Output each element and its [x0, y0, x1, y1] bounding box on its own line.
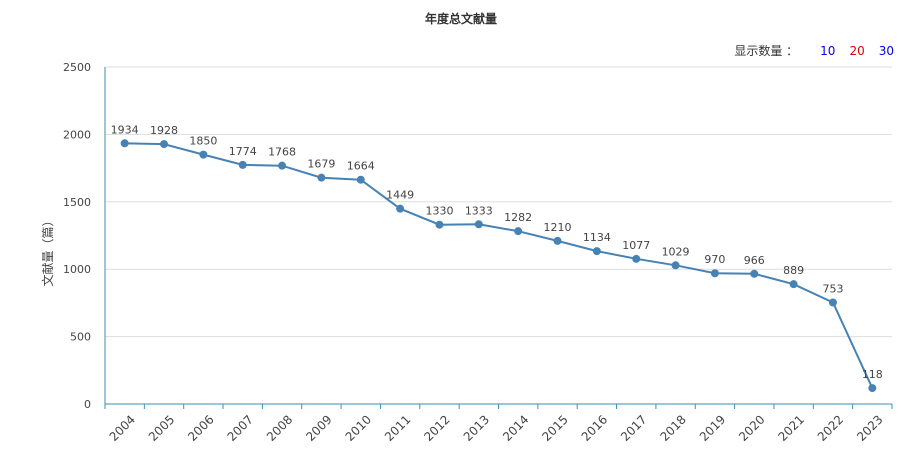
data-labels: 1934 1928 1850 1774 1768 1679 1664 1449 1330 1333…: [111, 123, 883, 381]
x-axis-ticks: 2004 2005 2006 2007 2008 2009 2010 2011 2012 2013…: [107, 412, 886, 443]
data-label: 970: [704, 253, 725, 266]
y-tick-label: 1000: [63, 263, 91, 276]
data-point[interactable]: [160, 140, 169, 149]
data-label: 1029: [662, 245, 690, 258]
data-point[interactable]: [199, 150, 208, 159]
data-points: [120, 139, 877, 393]
data-label: 1774: [229, 145, 257, 158]
data-point[interactable]: [120, 139, 129, 148]
data-label: 1928: [150, 124, 178, 137]
data-point[interactable]: [356, 175, 365, 184]
data-point[interactable]: [868, 384, 877, 393]
y-tick-label: 500: [70, 331, 91, 344]
data-point[interactable]: [514, 227, 523, 236]
x-tick-label: 2022: [815, 412, 846, 443]
x-tick-label: 2018: [657, 412, 688, 443]
data-label: 1330: [425, 205, 453, 218]
x-tick-label: 2019: [697, 412, 728, 443]
axes: [104, 67, 893, 409]
data-label: 1850: [189, 135, 217, 148]
display-option-10[interactable]: 10: [820, 43, 836, 58]
data-point[interactable]: [828, 298, 837, 307]
x-tick-label: 2005: [146, 412, 177, 443]
data-point[interactable]: [278, 161, 287, 170]
y-tick-label: 1500: [63, 196, 91, 209]
display-count-control: 显示数量 ： 10 20 30: [734, 42, 894, 59]
data-label: 966: [744, 254, 765, 267]
data-point[interactable]: [435, 220, 444, 229]
data-point[interactable]: [317, 173, 326, 182]
series-line: [124, 142, 874, 389]
x-tick-label: 2021: [775, 412, 806, 443]
y-axis-title: 文献量（篇）: [40, 214, 55, 286]
x-tick-label: 2012: [421, 412, 452, 443]
data-label: 1282: [504, 211, 532, 224]
x-tick-label: 2017: [618, 412, 649, 443]
data-label: 753: [822, 282, 843, 295]
data-label: 889: [783, 264, 804, 277]
x-tick-label: 2008: [264, 412, 295, 443]
data-label: 1134: [583, 231, 611, 244]
x-tick-label: 2023: [854, 412, 885, 443]
x-tick-label: 2010: [343, 412, 374, 443]
display-option-30[interactable]: 30: [878, 43, 894, 58]
data-point[interactable]: [592, 247, 601, 256]
y-axis-ticks: 0 500 1000 1500 2000 2500: [63, 61, 91, 411]
data-point[interactable]: [710, 269, 719, 278]
data-point[interactable]: [671, 261, 680, 270]
data-point[interactable]: [632, 254, 641, 263]
x-tick-label: 2020: [736, 412, 767, 443]
display-option-20[interactable]: 20: [849, 43, 865, 58]
data-label: 1449: [386, 189, 414, 202]
display-count-label: 显示数量 ：: [734, 44, 799, 58]
x-tick-label: 2009: [303, 412, 334, 443]
x-tick-label: 2015: [539, 412, 570, 443]
grid-lines: [105, 66, 892, 338]
data-label: 1333: [465, 204, 493, 217]
data-label: 1210: [544, 221, 572, 234]
data-label: 1077: [622, 239, 650, 252]
y-tick-label: 2000: [63, 128, 91, 141]
x-tick-label: 2006: [185, 412, 216, 443]
data-point[interactable]: [396, 204, 405, 213]
data-label: 118: [862, 368, 883, 381]
data-point[interactable]: [789, 280, 798, 289]
data-point[interactable]: [474, 220, 483, 229]
y-tick-label: 2500: [63, 61, 91, 74]
x-tick-label: 2013: [461, 412, 492, 443]
data-point[interactable]: [750, 269, 759, 278]
data-label: 1664: [347, 160, 375, 173]
x-tick-label: 2011: [382, 412, 413, 443]
data-point[interactable]: [553, 236, 562, 245]
data-label: 1934: [111, 123, 139, 136]
y-tick-label: 0: [84, 398, 91, 411]
x-tick-label: 2014: [500, 412, 531, 443]
data-point[interactable]: [238, 160, 247, 169]
series-polyline: [124, 142, 874, 389]
data-label: 1768: [268, 146, 296, 159]
data-label: 1679: [307, 158, 335, 171]
chart-title: 年度总文献量: [424, 12, 497, 26]
x-tick-label: 2016: [579, 412, 610, 443]
x-tick-label: 2004: [107, 412, 138, 443]
x-tick-label: 2007: [225, 412, 256, 443]
